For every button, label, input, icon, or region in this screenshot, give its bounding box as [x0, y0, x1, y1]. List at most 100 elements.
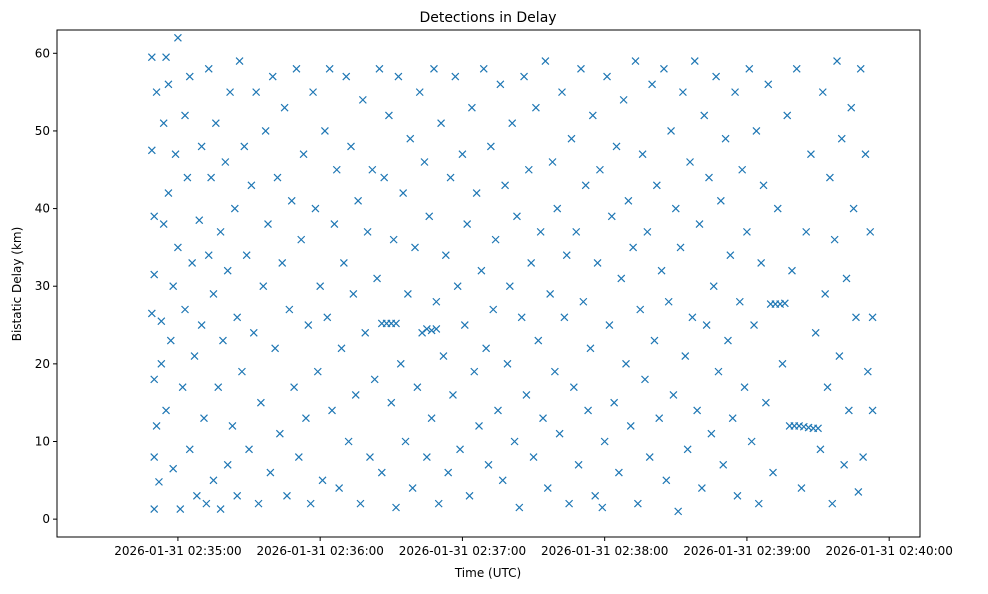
data-point	[427, 326, 436, 335]
x-tick-label: 2026-01-31 02:35:00	[114, 544, 241, 558]
plot-frame	[56, 29, 921, 538]
data-point	[230, 204, 239, 213]
data-point	[226, 88, 234, 97]
data-point	[164, 80, 173, 89]
data-point	[605, 321, 614, 329]
data-point	[835, 352, 844, 361]
data-point	[451, 72, 460, 81]
x-tick-label: 2026-01-31 02:36:00	[256, 544, 383, 558]
data-point	[150, 375, 159, 384]
data-point	[693, 406, 702, 415]
data-point	[489, 305, 498, 314]
data-point	[823, 383, 832, 392]
data-point	[470, 367, 479, 376]
data-point	[463, 220, 472, 229]
data-point	[484, 460, 493, 469]
data-point	[249, 328, 258, 337]
data-point	[678, 88, 687, 97]
data-point	[465, 491, 474, 500]
data-point	[259, 282, 268, 291]
data-point	[197, 142, 206, 151]
data-point	[584, 406, 593, 415]
data-point	[214, 383, 223, 392]
data-point	[261, 127, 270, 135]
data-point	[238, 367, 246, 376]
data-point	[162, 406, 170, 415]
data-point	[690, 57, 699, 65]
data-point	[176, 505, 185, 513]
data-point	[342, 72, 351, 81]
data-point	[387, 398, 396, 407]
data-point	[358, 95, 367, 104]
data-point	[171, 150, 180, 159]
data-point	[728, 414, 737, 423]
data-point	[852, 313, 860, 322]
data-point	[439, 352, 448, 361]
data-point	[847, 103, 856, 112]
data-point	[294, 453, 303, 461]
data-point	[712, 72, 721, 81]
data-point	[278, 259, 287, 267]
y-tick-label: 60	[35, 46, 50, 60]
data-point	[316, 282, 325, 291]
data-point	[707, 429, 716, 438]
data-point	[392, 319, 400, 328]
data-point	[207, 173, 216, 182]
data-point	[216, 227, 225, 236]
data-point	[200, 414, 208, 423]
data-point	[411, 243, 419, 252]
data-point	[482, 344, 491, 353]
y-tick-label: 40	[35, 202, 50, 216]
data-point	[752, 127, 761, 135]
x-axis-label: Time (UTC)	[454, 566, 521, 580]
data-point	[169, 282, 178, 291]
data-point	[430, 64, 438, 73]
data-point	[638, 150, 647, 159]
data-point	[681, 352, 690, 361]
data-point	[351, 390, 360, 399]
data-point	[788, 266, 796, 275]
data-point	[821, 290, 830, 298]
data-point	[181, 305, 189, 314]
data-point	[761, 398, 770, 407]
data-point	[856, 64, 865, 73]
data-point	[389, 235, 398, 244]
data-point	[446, 173, 455, 182]
data-point	[697, 484, 706, 493]
data-point	[185, 445, 194, 454]
data-point	[797, 484, 806, 493]
data-point	[769, 468, 777, 477]
data-point	[724, 336, 732, 345]
data-point	[273, 173, 282, 182]
data-point	[211, 119, 220, 128]
data-point	[522, 390, 531, 399]
data-point	[422, 324, 431, 333]
data-point	[491, 235, 500, 244]
data-point	[757, 259, 766, 267]
data-point	[814, 424, 822, 433]
data-point	[716, 196, 725, 205]
data-point	[558, 88, 566, 97]
data-point	[550, 367, 559, 376]
data-point	[330, 220, 339, 229]
data-point	[496, 80, 505, 89]
data-point	[531, 103, 540, 112]
data-point	[648, 80, 657, 89]
data-point	[676, 243, 685, 252]
data-point	[297, 235, 306, 244]
data-point	[868, 313, 877, 322]
data-point	[849, 204, 858, 213]
data-point	[612, 142, 621, 151]
data-point	[228, 422, 237, 430]
data-point	[418, 328, 427, 337]
data-point	[202, 499, 211, 508]
data-point	[591, 491, 600, 500]
data-point	[555, 429, 564, 438]
data-point	[645, 453, 654, 461]
data-point	[413, 383, 422, 392]
data-point	[816, 445, 825, 454]
data-point	[674, 507, 683, 516]
data-point	[392, 503, 400, 512]
data-point	[396, 359, 405, 368]
data-point	[828, 499, 837, 508]
